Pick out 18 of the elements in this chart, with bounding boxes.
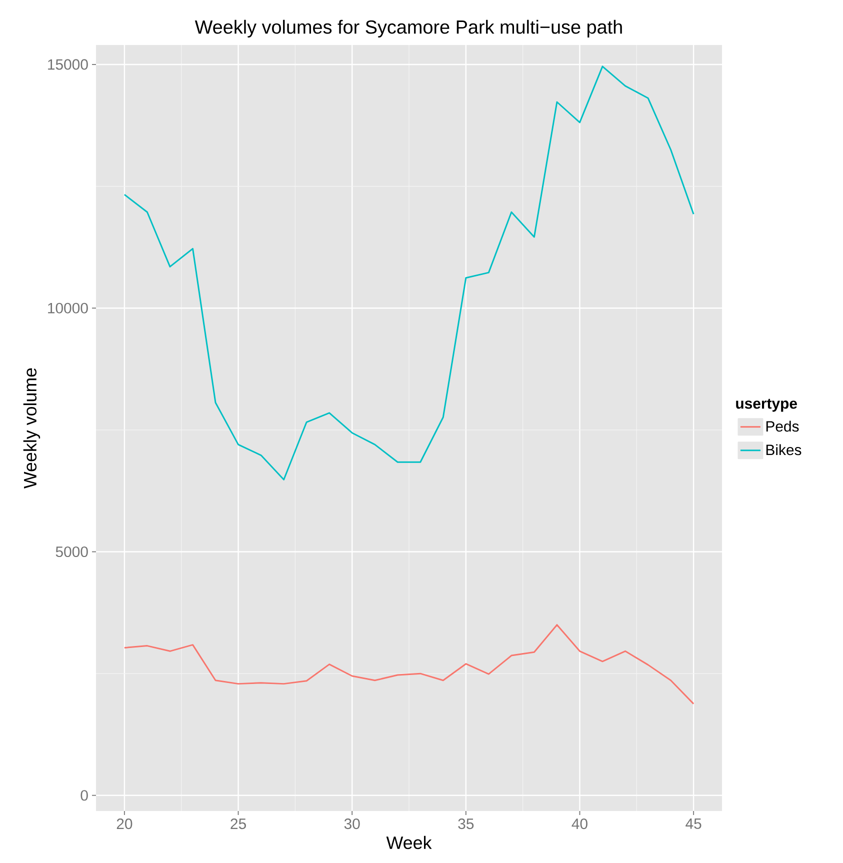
chart-title: Weekly volumes for Sycamore Park multi−use path (194, 20, 622, 38)
line-series (124, 66, 694, 480)
x-axis-title: Week (386, 836, 432, 850)
y-tick-label: 10000 (48, 302, 88, 314)
y-tick-label: 0 (80, 790, 88, 801)
x-tick-label: 25 (230, 818, 246, 830)
y-axis-title: Weekly volume (23, 368, 40, 489)
x-tick-label: 35 (458, 818, 474, 830)
x-tick-label: 30 (344, 818, 360, 830)
legend-title: usertype (736, 398, 797, 412)
line-series (124, 624, 694, 705)
x-tick-label: 20 (116, 818, 132, 830)
y-tick-label: 5000 (56, 546, 88, 558)
legend-label: Peds (766, 420, 799, 432)
x-tick-label: 45 (686, 818, 702, 829)
y-tick-label: 15000 (48, 59, 88, 70)
x-tick-label: 40 (572, 818, 588, 830)
legend-label: Bikes (766, 444, 802, 456)
